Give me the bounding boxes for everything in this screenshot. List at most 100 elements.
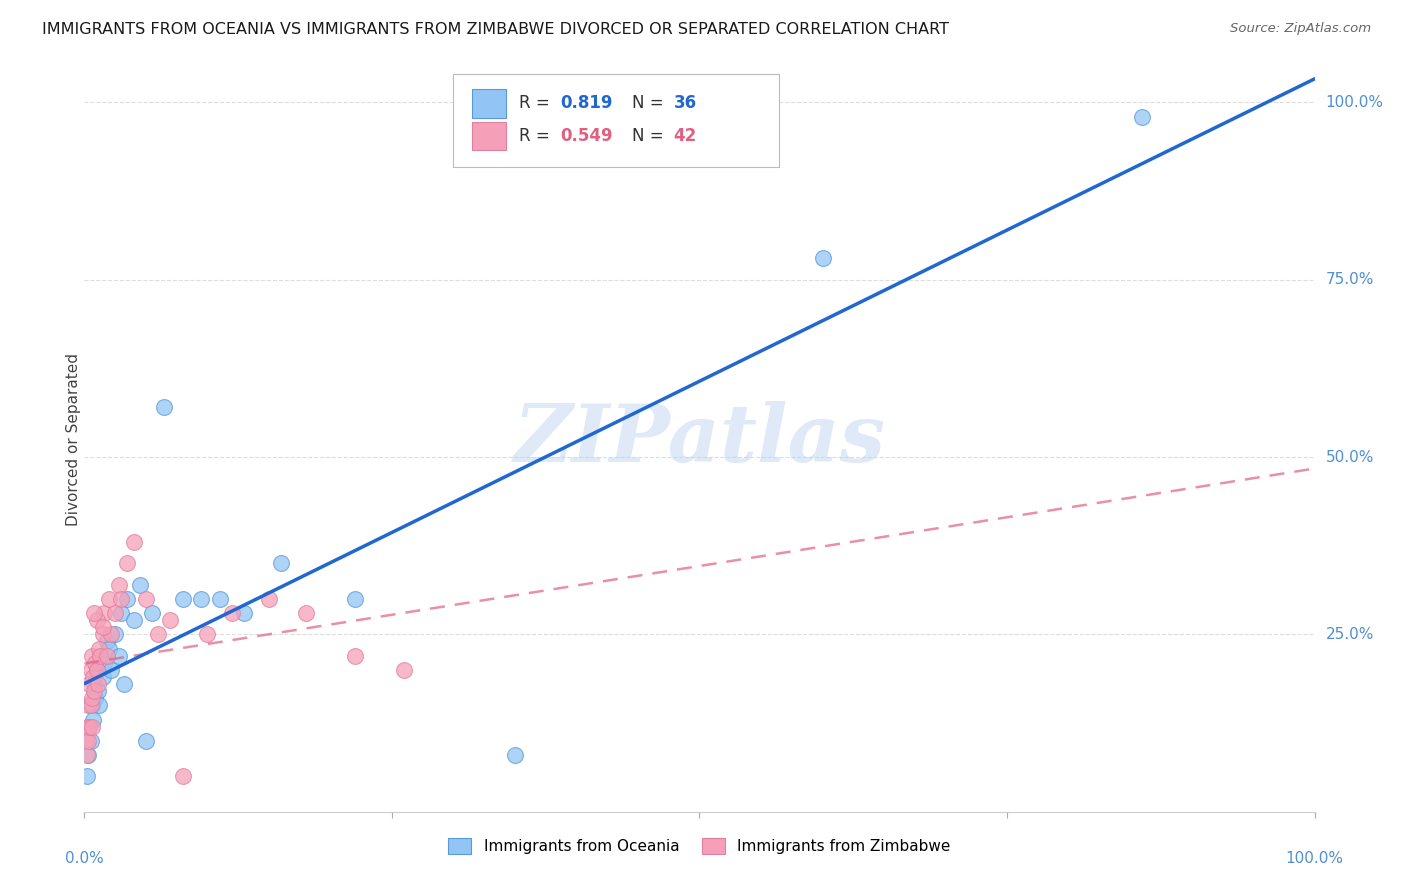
Text: 42: 42 (673, 128, 697, 145)
FancyBboxPatch shape (472, 122, 506, 151)
Point (108, 648, 131, 663)
Point (77, 698, 100, 713)
Text: Source: ZipAtlas.com: Source: ZipAtlas.com (1230, 22, 1371, 36)
Point (122, 535, 145, 549)
Text: 36: 36 (673, 95, 697, 112)
Point (86, 663, 108, 677)
Point (159, 613, 181, 627)
Point (117, 557, 139, 571)
Text: 0.0%: 0.0% (65, 851, 104, 865)
Point (76, 769, 98, 783)
Point (93, 656, 115, 670)
Point (87, 684, 110, 698)
Text: N =: N = (631, 128, 664, 145)
Point (110, 591, 132, 606)
Point (135, 591, 157, 606)
Text: 75.0%: 75.0% (1326, 272, 1374, 287)
Point (128, 578, 150, 592)
Point (86, 663, 108, 677)
Point (83, 677, 105, 691)
Point (108, 578, 131, 592)
Point (82, 713, 104, 727)
Point (172, 769, 194, 783)
Point (394, 663, 416, 677)
Point (91, 627, 114, 641)
Point (98, 591, 120, 606)
Point (100, 663, 122, 677)
Text: R =: R = (519, 128, 550, 145)
Point (112, 677, 135, 691)
Point (122, 613, 145, 627)
Point (79, 677, 101, 691)
Point (80, 691, 103, 706)
Point (503, 747, 526, 762)
Point (197, 627, 219, 641)
Text: 100.0%: 100.0% (1326, 95, 1384, 110)
Point (80, 720, 103, 734)
Point (83, 606, 105, 620)
Text: 50.0%: 50.0% (1326, 450, 1374, 465)
Point (96, 634, 118, 648)
Point (79, 663, 101, 677)
Point (172, 591, 194, 606)
Point (91, 620, 114, 634)
Point (84, 656, 107, 670)
Point (135, 733, 157, 747)
Point (104, 627, 127, 641)
Point (79, 720, 101, 734)
Point (76, 747, 98, 762)
Point (93, 606, 115, 620)
Point (79, 733, 101, 747)
Point (79, 698, 101, 713)
Point (153, 401, 176, 415)
Point (79, 720, 101, 734)
Text: 100.0%: 100.0% (1285, 851, 1344, 865)
Point (344, 591, 367, 606)
Point (77, 747, 100, 762)
Point (89, 648, 111, 663)
Point (87, 698, 111, 713)
Point (221, 606, 243, 620)
Text: N =: N = (631, 95, 664, 112)
Text: 0.549: 0.549 (561, 128, 613, 145)
Point (91, 670, 114, 684)
Legend: Immigrants from Oceania, Immigrants from Zimbabwe: Immigrants from Oceania, Immigrants from… (443, 831, 956, 860)
Point (190, 591, 212, 606)
Point (811, 252, 834, 266)
Point (148, 627, 170, 641)
Text: ZIPatlas: ZIPatlas (513, 401, 886, 478)
Point (84, 691, 107, 706)
Point (82, 670, 104, 684)
Point (87, 641, 111, 656)
Point (344, 648, 367, 663)
Text: R =: R = (519, 95, 550, 112)
Point (100, 627, 122, 641)
Point (208, 591, 231, 606)
Point (80, 648, 103, 663)
Point (77, 733, 100, 747)
Point (76, 720, 98, 734)
Point (295, 606, 318, 620)
Point (117, 591, 139, 606)
Point (86, 613, 108, 627)
Text: IMMIGRANTS FROM OCEANIA VS IMMIGRANTS FROM ZIMBABWE DIVORCED OR SEPARATED CORREL: IMMIGRANTS FROM OCEANIA VS IMMIGRANTS FR… (42, 22, 949, 37)
Point (257, 591, 280, 606)
FancyBboxPatch shape (472, 89, 506, 118)
Text: 0.819: 0.819 (561, 95, 613, 112)
Point (233, 606, 256, 620)
Point (80, 698, 103, 713)
Point (110, 606, 132, 620)
Point (141, 606, 163, 620)
Point (104, 606, 127, 620)
Point (89, 648, 111, 663)
Point (87, 677, 110, 691)
Point (75, 733, 97, 747)
Point (96, 648, 118, 663)
Point (98, 641, 120, 656)
Y-axis label: Divorced or Separated: Divorced or Separated (66, 353, 80, 525)
Point (1130, 110, 1153, 124)
FancyBboxPatch shape (454, 74, 779, 168)
Point (83, 684, 105, 698)
Point (270, 557, 292, 571)
Text: 25.0%: 25.0% (1326, 627, 1374, 642)
